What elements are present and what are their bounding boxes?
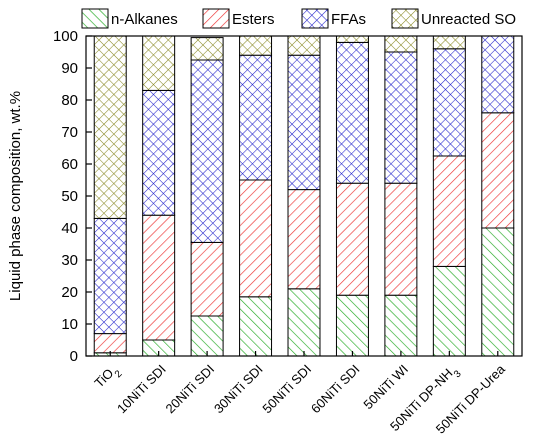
bar-segment-esters bbox=[239, 179, 273, 298]
bar-segment-unreacted-so bbox=[384, 35, 418, 53]
bar-segment-ffas bbox=[481, 35, 515, 114]
x-tick-label: 30NiTi SDI bbox=[211, 362, 266, 417]
bar-segment-esters bbox=[335, 182, 369, 296]
y-axis: 0 10 20 30 40 50 60 70 80 90 100 bbox=[53, 28, 92, 365]
x-tick-label: 50NiTi SDI bbox=[259, 362, 314, 417]
legend-label: Unreacted SO bbox=[421, 11, 516, 28]
bar-segment-unreacted-so bbox=[93, 35, 127, 219]
y-tick-label: 80 bbox=[61, 92, 78, 109]
bar-segment-n-alkanes bbox=[481, 227, 515, 357]
bar-segment-esters bbox=[142, 214, 176, 341]
x-tick-label: 20NiTi SDI bbox=[163, 362, 218, 417]
bar-segment-esters bbox=[287, 189, 321, 290]
bar-segment-unreacted-so bbox=[432, 35, 466, 50]
y-tick-label: 60 bbox=[61, 156, 78, 173]
x-tick-label: TiO2 bbox=[91, 361, 124, 394]
x-tick-label: 10NiTi SDI bbox=[114, 362, 169, 417]
legend-swatch bbox=[202, 8, 230, 29]
y-tick-label: 0 bbox=[70, 348, 78, 365]
bar-segment-esters bbox=[432, 155, 466, 267]
bar-segment-n-alkanes bbox=[432, 265, 466, 357]
bar-segment-unreacted-so bbox=[190, 37, 224, 61]
legend: n-Alkanes Esters FFAs Unreacted SO bbox=[81, 8, 516, 29]
bar-segment-n-alkanes bbox=[384, 294, 418, 357]
bar-segment-esters bbox=[481, 112, 515, 229]
y-tick-label: 90 bbox=[61, 60, 78, 77]
y-tick-label: 10 bbox=[61, 316, 78, 333]
legend-swatch bbox=[301, 8, 329, 29]
bar-segment-unreacted-so bbox=[239, 35, 273, 56]
y-tick-label: 30 bbox=[61, 252, 78, 269]
bar-segment-esters bbox=[384, 182, 418, 296]
bar-segment-ffas bbox=[239, 54, 273, 181]
y-tick-label: 70 bbox=[61, 124, 78, 141]
bar-segment-n-alkanes bbox=[190, 315, 224, 357]
legend-swatch bbox=[391, 8, 419, 29]
y-tick-label: 20 bbox=[61, 284, 78, 301]
y-axis-title: Liquid phase composition, wt.% bbox=[7, 91, 24, 301]
bar-segment-n-alkanes bbox=[239, 296, 273, 357]
bar-segment-ffas bbox=[335, 41, 369, 184]
legend-label: Esters bbox=[232, 11, 275, 28]
bar-segment-ffas bbox=[190, 59, 224, 243]
bar-segment-esters bbox=[93, 333, 127, 354]
bar-segment-ffas bbox=[142, 89, 176, 216]
bar-segment-unreacted-so bbox=[335, 35, 369, 43]
x-tick-label: 60NiTi SDI bbox=[308, 362, 363, 417]
bar-segment-unreacted-so bbox=[142, 35, 176, 91]
legend-label: n-Alkanes bbox=[111, 11, 178, 28]
bar-segment-ffas bbox=[432, 48, 466, 157]
plot-frame bbox=[85, 35, 523, 357]
bar-segment-esters bbox=[190, 241, 224, 317]
bar-segment-unreacted-so bbox=[287, 35, 321, 56]
y-tick-label: 40 bbox=[61, 220, 78, 237]
x-tick-label: 50NiTi WI bbox=[360, 362, 411, 413]
legend-label: FFAs bbox=[331, 11, 366, 28]
legend-swatch bbox=[81, 8, 109, 29]
y-tick-label: 50 bbox=[61, 188, 78, 205]
bar-segment-ffas bbox=[287, 54, 321, 191]
bar-segment-n-alkanes bbox=[335, 294, 369, 357]
bars-group bbox=[93, 35, 515, 357]
bar-segment-ffas bbox=[93, 217, 127, 335]
bar-segment-ffas bbox=[384, 51, 418, 184]
y-tick-label: 100 bbox=[53, 28, 78, 45]
bar-segment-n-alkanes bbox=[287, 288, 321, 357]
